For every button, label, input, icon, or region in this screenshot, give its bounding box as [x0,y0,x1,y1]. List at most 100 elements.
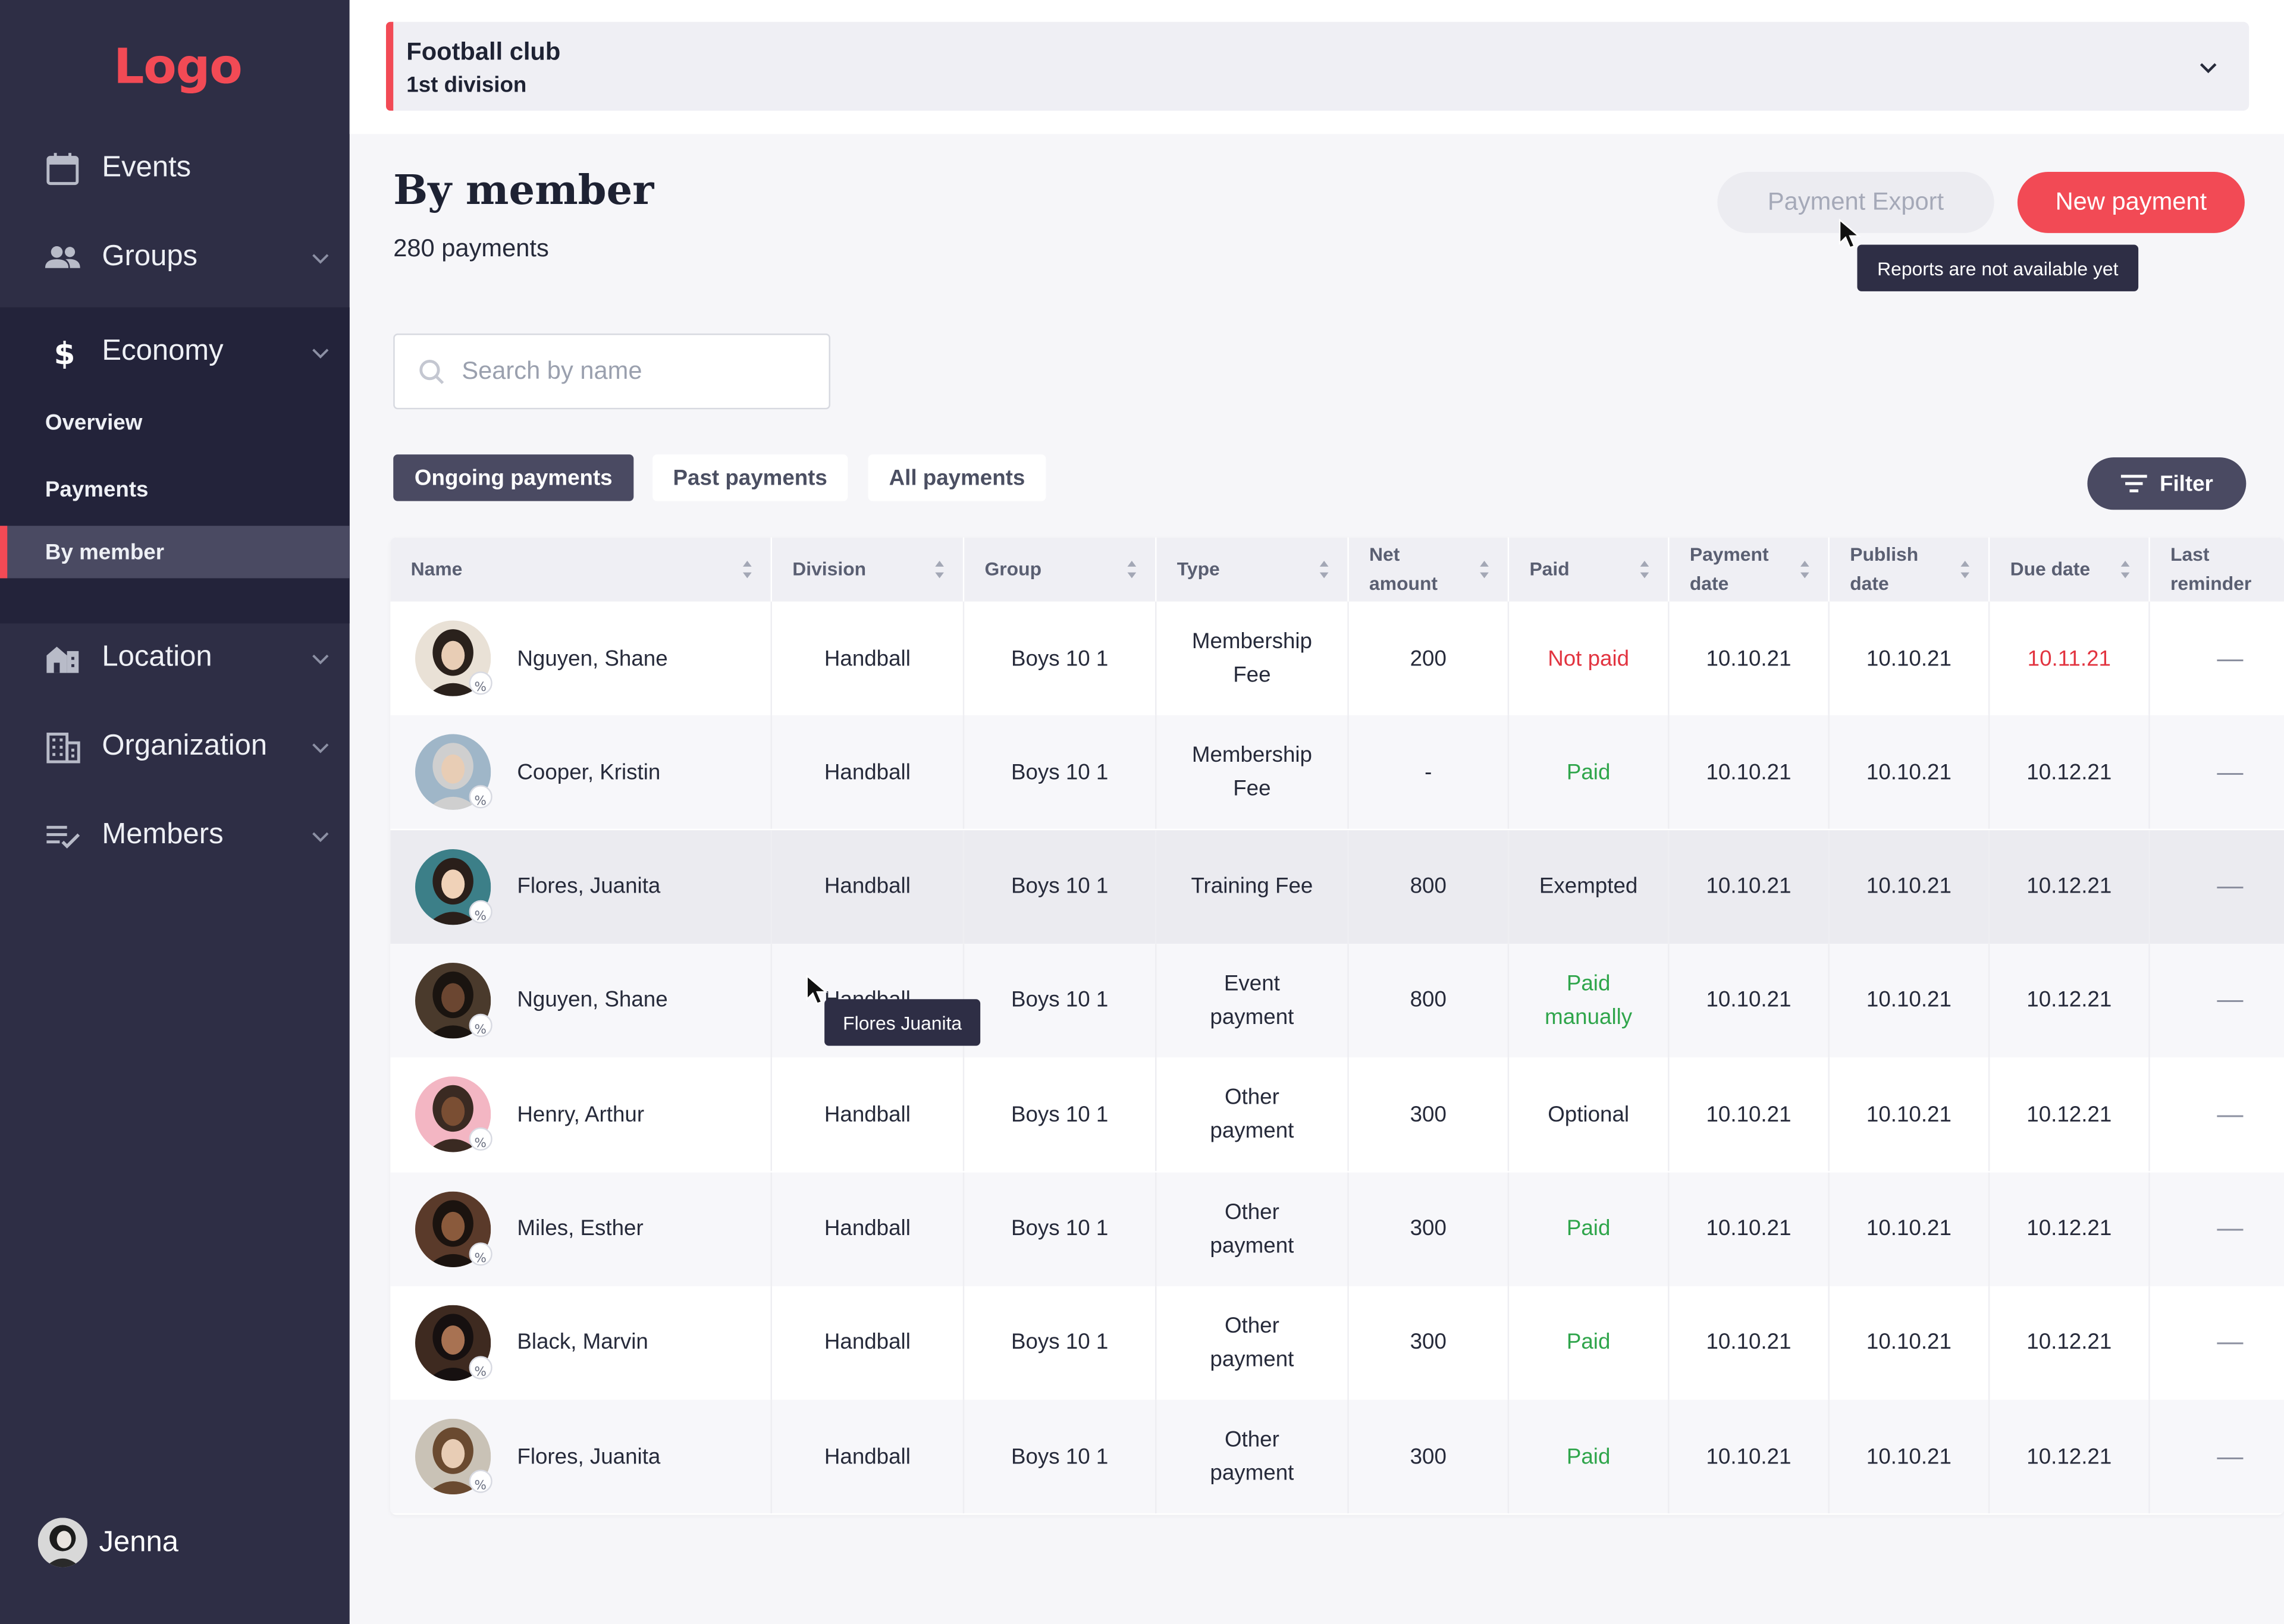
table-row[interactable]: % Miles, Esther Handball Boys 10 1 Other paym… [390,1171,2284,1286]
filter-button[interactable]: Filter [2087,457,2247,510]
column-header-group[interactable]: Group [964,537,1157,602]
net-value: 200 [1410,646,1447,671]
sort-icon [2120,561,2130,579]
reminder-value: — [2217,985,2244,1014]
column-header-net-amount[interactable]: Net amount [1349,537,1510,602]
cell-group: Boys 10 1 [964,1400,1157,1514]
cell-name: % Black, Marvin [390,1286,772,1400]
sidebar-subitem-by-member[interactable]: By member [0,526,350,579]
cell-name: % Nguyen, Shane [390,601,772,715]
table-row[interactable]: % Cooper, Kristin Handball Boys 10 1 Members… [390,715,2284,830]
sidebar-item-organization[interactable]: Organization [0,702,350,791]
column-header-paid[interactable]: Paid [1509,537,1670,602]
member-name[interactable]: Flores, Juanita [517,1444,661,1469]
member-name[interactable]: Henry, Arthur [517,1102,645,1127]
logo[interactable]: Logo [114,37,243,95]
cell-publish-date: 10.10.21 [1830,830,1990,944]
chevron-down-icon [2200,63,2217,74]
cell-payment-date: 10.10.21 [1670,1171,1830,1286]
sidebar-item-label: Events [102,151,192,184]
member-name[interactable]: Cooper, Kristin [517,760,661,785]
sidebar-item-location[interactable]: Location [0,613,350,702]
tab-past-payments[interactable]: Past payments [652,454,848,501]
cell-division: Handball [772,715,965,830]
chevron-down-icon [312,654,329,664]
sidebar-item-label: Organization [102,730,268,762]
sidebar-item-members[interactable]: Members [0,791,350,879]
sidebar-subitem-payments[interactable]: Payments [0,463,350,516]
paid-value: Paid [1566,1330,1611,1355]
cell-due-date: 10.12.21 [1990,1171,2150,1286]
dollar-icon: $ [54,335,76,370]
sort-icon [1480,561,1489,579]
member-name[interactable]: Miles, Esther [517,1216,644,1241]
tab-ongoing-payments[interactable]: Ongoing payments [393,454,634,501]
cell-publish-date: 10.10.21 [1830,1057,1990,1171]
publish-date-value: 10.10.21 [1866,1102,1952,1127]
cell-type: Event payment [1157,943,1349,1057]
cell-payment-date: 10.10.21 [1670,1400,1830,1514]
column-header-last-reminder[interactable]: Last reminder [2170,543,2252,595]
table-row[interactable]: % Nguyen, Shane Handball Boys 10 1 Membershi… [390,601,2284,715]
table-row[interactable]: % Black, Marvin Handball Boys 10 1 Other paym… [390,1286,2284,1400]
net-value: 300 [1410,1216,1447,1241]
group-value: Boys 10 1 [1011,874,1109,899]
cell-publish-date: 10.10.21 [1830,1286,1990,1400]
reminder-value: — [2217,1099,2244,1129]
type-value: Other payment [1210,1199,1294,1258]
sidebar-item-economy[interactable]: $ Economy [0,307,350,396]
payment-date-value: 10.10.21 [1706,1444,1792,1469]
column-header-due-date[interactable]: Due date [1990,537,2150,602]
payment-badge-icon: % [469,785,492,809]
member-name[interactable]: Flores, Juanita [517,874,661,899]
cell-reminder: — [2150,715,2284,829]
cell-reminder: — [2150,944,2284,1057]
division-value: Handball [824,874,911,899]
cell-division: Handball [772,830,965,944]
cell-net: 300 [1349,1400,1510,1514]
due-date-value: 10.12.21 [2026,1444,2112,1469]
club-selector[interactable]: Football club 1st division [385,21,2250,111]
column-header-division[interactable]: Division [772,537,965,602]
chevron-down-icon [312,253,329,263]
table-row[interactable]: % Henry, Arthur Handball Boys 10 1 Other paym… [390,1057,2284,1171]
column-header-publish-date[interactable]: Publish date [1830,537,1990,602]
type-value: Membership Fee [1191,743,1312,802]
sidebar-item-events[interactable]: Events [0,124,350,212]
table-row[interactable]: % Flores, Juanita Handball Boys 10 1 Trainin… [390,830,2284,944]
column-header-name[interactable]: Name [390,537,772,602]
sidebar-item-groups[interactable]: Groups [0,213,350,301]
sidebar-subitem-overview[interactable]: Overview [0,396,350,448]
member-name[interactable]: Black, Marvin [517,1330,648,1355]
payment-export-button[interactable]: Payment Export [1717,172,1994,233]
payment-date-value: 10.10.21 [1706,1330,1792,1355]
cell-division: Handball [772,1400,965,1514]
member-name[interactable]: Nguyen, Shane [517,988,668,1013]
avatar [415,620,491,696]
search-input[interactable] [462,352,812,391]
cell-payment-date: 10.10.21 [1670,601,1830,715]
payment-badge-icon: % [469,899,492,923]
net-value: 800 [1410,874,1447,899]
member-name[interactable]: Nguyen, Shane [517,646,668,671]
reminder-value: — [2217,1213,2244,1243]
tab-all-payments[interactable]: All payments [868,454,1046,501]
table-row[interactable]: % Flores, Juanita Handball Boys 10 1 Other pa… [390,1400,2284,1514]
club-name: Football club [406,37,561,66]
cell-net: 800 [1349,943,1510,1057]
cell-name: % Henry, Arthur [390,1057,772,1171]
cell-division: Handball [772,1171,965,1286]
cell-paid: Not paid [1509,601,1670,715]
cell-due-date: 10.11.21 [1990,601,2150,715]
svg-text:%: % [474,1136,486,1151]
cell-net: 200 [1349,601,1510,715]
column-header-payment-date[interactable]: Payment date [1670,537,1830,602]
type-value: Training Fee [1191,874,1313,899]
user-profile[interactable]: Jenna [37,1518,178,1568]
new-payment-button[interactable]: New payment [2017,172,2245,233]
column-header-type[interactable]: Type [1157,537,1349,602]
cell-name: % Miles, Esther [390,1171,772,1286]
payment-badge-icon: % [469,1242,492,1265]
cell-division: Handball [772,1057,965,1171]
